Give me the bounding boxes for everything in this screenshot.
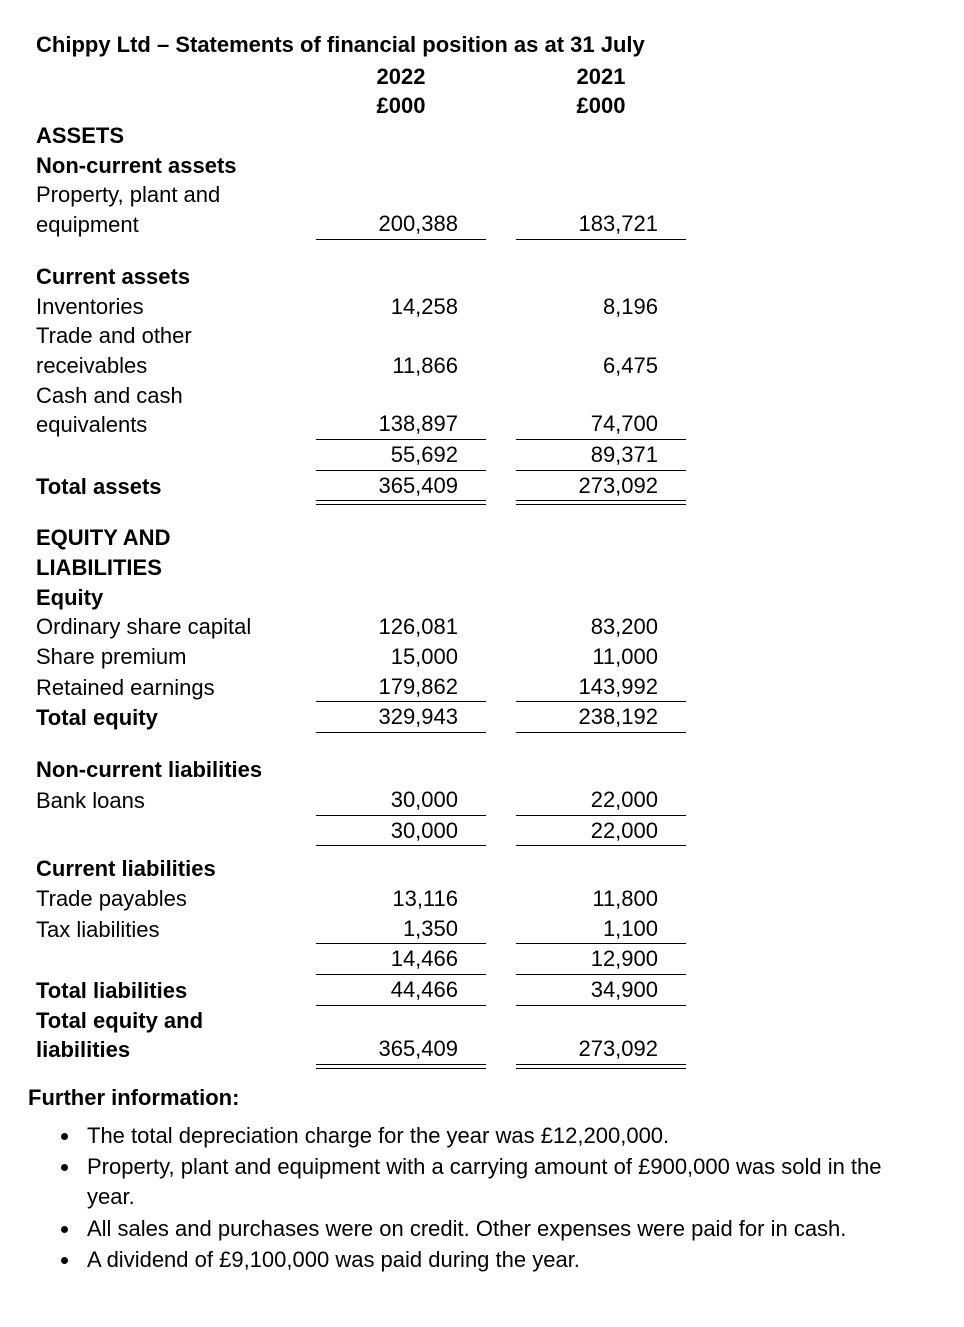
row-subtotal1: 55,692 89,371	[36, 440, 934, 471]
inv-2021: 8,196	[516, 292, 686, 322]
te-label: Total equity	[36, 703, 316, 733]
year-2021: 2021	[516, 62, 686, 92]
row-bankloans: Bank loans 30,000 22,000	[36, 785, 934, 816]
row-cash: Cash and cash equivalents 138,897 74,700	[36, 381, 934, 440]
bl-label: Bank loans	[36, 786, 316, 816]
unit-2022: £000	[316, 91, 486, 121]
tel-2022: 365,409	[316, 1034, 486, 1065]
te-2021: 238,192	[516, 702, 686, 733]
inv-label: Inventories	[36, 292, 316, 322]
unit-2021: £000	[516, 91, 686, 121]
ta-2022: 365,409	[316, 471, 486, 502]
te-2022: 329,943	[316, 702, 486, 733]
row-cl-total: 14,466 12,900	[36, 944, 934, 975]
cash-2022: 138,897	[316, 409, 486, 440]
section-eql: EQUITY AND LIABILITIES	[36, 523, 276, 582]
bullet-item: Property, plant and equipment with a car…	[81, 1152, 934, 1211]
section-ncl: Non-current liabilities	[36, 755, 316, 785]
tp-2022: 13,116	[316, 884, 486, 914]
ppe-2022: 200,388	[316, 209, 486, 240]
bullet-item: A dividend of £9,100,000 was paid during…	[81, 1245, 934, 1275]
further-info-title: Further information:	[28, 1083, 934, 1113]
year-2022: 2022	[316, 62, 486, 92]
osc-label: Ordinary share capital	[36, 612, 316, 642]
osc-2022: 126,081	[316, 612, 486, 642]
row-receivables: Trade and other receivables 11,866 6,475	[36, 321, 934, 380]
row-ncl-total: 30,000 22,000	[36, 816, 934, 847]
tax-2022: 1,350	[316, 914, 486, 945]
column-years: 2022 2021	[36, 62, 934, 92]
row-tl: Total liabilities 44,466 34,900	[36, 975, 934, 1006]
inv-2022: 14,258	[316, 292, 486, 322]
section-cl: Current liabilities	[36, 854, 316, 884]
bullet-item: The total depreciation charge for the ye…	[81, 1121, 934, 1151]
recv-label: Trade and other receivables	[36, 321, 276, 380]
row-ppe: Property, plant and equipment 200,388 18…	[36, 180, 934, 239]
row-te: Total equity 329,943 238,192	[36, 702, 934, 733]
tel-2021: 273,092	[516, 1034, 686, 1065]
row-re: Retained earnings 179,862 143,992	[36, 672, 934, 703]
row-inventories: Inventories 14,258 8,196	[36, 292, 934, 322]
tax-label: Tax liabilities	[36, 915, 316, 945]
row-total-assets: Total assets 365,409 273,092	[36, 471, 934, 502]
further-info-list: The total depreciation charge for the ye…	[36, 1121, 934, 1275]
cash-2021: 74,700	[516, 409, 686, 440]
row-tp: Trade payables 13,116 11,800	[36, 884, 934, 914]
tax-2021: 1,100	[516, 914, 686, 945]
sub1-2022: 55,692	[316, 440, 486, 471]
re-2021: 143,992	[516, 672, 686, 703]
section-assets: ASSETS	[36, 121, 316, 151]
ppe-2021: 183,721	[516, 209, 686, 240]
sp-label: Share premium	[36, 642, 316, 672]
sub1-2021: 89,371	[516, 440, 686, 471]
bl-2021: 22,000	[516, 785, 686, 816]
row-tax: Tax liabilities 1,350 1,100	[36, 914, 934, 945]
nclt-2022: 30,000	[316, 816, 486, 847]
row-sp: Share premium 15,000 11,000	[36, 642, 934, 672]
ppe-label: Property, plant and equipment	[36, 180, 276, 239]
tel-label: Total equity and liabilities	[36, 1006, 276, 1065]
tp-2021: 11,800	[516, 884, 686, 914]
tl-label: Total liabilities	[36, 976, 316, 1006]
re-2022: 179,862	[316, 672, 486, 703]
row-osc: Ordinary share capital 126,081 83,200	[36, 612, 934, 642]
ta-label: Total assets	[36, 472, 316, 502]
nclt-2021: 22,000	[516, 816, 686, 847]
clt-2022: 14,466	[316, 944, 486, 975]
tl-2022: 44,466	[316, 975, 486, 1006]
column-units: £000 £000	[36, 91, 934, 121]
sp-2022: 15,000	[316, 642, 486, 672]
cash-label: Cash and cash equivalents	[36, 381, 276, 440]
section-equity: Equity	[36, 583, 316, 613]
clt-2021: 12,900	[516, 944, 686, 975]
bullet-item: All sales and purchases were on credit. …	[81, 1214, 934, 1244]
bl-2022: 30,000	[316, 785, 486, 816]
osc-2021: 83,200	[516, 612, 686, 642]
section-nca: Non-current assets	[36, 151, 316, 181]
sp-2021: 11,000	[516, 642, 686, 672]
recv-2022: 11,866	[316, 351, 486, 381]
recv-2021: 6,475	[516, 351, 686, 381]
tl-2021: 34,900	[516, 975, 686, 1006]
page-title: Chippy Ltd – Statements of financial pos…	[36, 30, 934, 60]
section-ca: Current assets	[36, 262, 316, 292]
re-label: Retained earnings	[36, 673, 316, 703]
tp-label: Trade payables	[36, 884, 316, 914]
row-tel: Total equity and liabilities 365,409 273…	[36, 1006, 934, 1065]
ta-2021: 273,092	[516, 471, 686, 502]
